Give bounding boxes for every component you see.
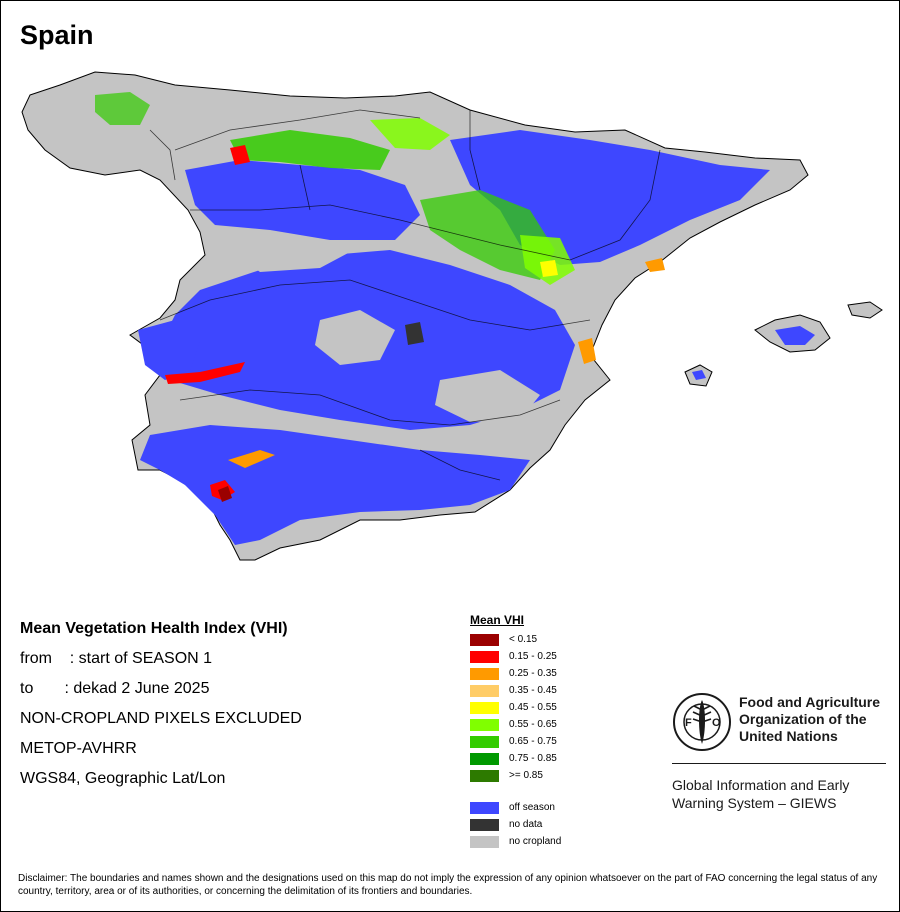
no-cropland-patch-1 [315, 310, 395, 365]
legend-label: off season [509, 802, 555, 813]
off-season-region-north-central [185, 160, 420, 240]
legend-swatch [470, 818, 499, 831]
disclaimer: Disclaimer: The boundaries and names sho… [18, 873, 878, 897]
legend-item: 0.75 - 0.85 [470, 750, 561, 767]
fao-logo: F O [673, 693, 731, 751]
legend-title: Mean VHI [470, 613, 525, 627]
fao-name-line2: Organization of the [739, 711, 867, 727]
legend-item: off season [470, 799, 561, 816]
giews-line2: Warning System – GIEWS [672, 795, 837, 811]
legend-label: no data [509, 819, 543, 830]
legend-item: 0.65 - 0.75 [470, 733, 561, 750]
legend-swatch [470, 633, 499, 646]
legend-item: >= 0.85 [470, 767, 561, 784]
legend-label: < 0.15 [509, 634, 538, 645]
fao-logo-letter-o: O [712, 717, 721, 729]
legend-swatch [470, 769, 499, 782]
giews-line1: Global Information and Early [672, 777, 850, 793]
fao-logo-letter-f: F [685, 717, 692, 729]
vhi-yellow-spot-1 [540, 260, 558, 277]
vhi-red-spot-2 [165, 362, 245, 384]
legend-label: no cropland [509, 836, 562, 847]
legend-swatch [470, 650, 499, 663]
legend-label: 0.65 - 0.75 [509, 736, 557, 747]
legend-swatch [470, 701, 499, 714]
legend-label: 0.15 - 0.25 [509, 651, 557, 662]
legend-item: 0.45 - 0.55 [470, 699, 561, 716]
fao-name: Food and Agriculture Organization of the… [739, 694, 900, 745]
vhi-orange-spot-3 [645, 258, 665, 272]
legend-swatch [470, 835, 499, 848]
legend-swatch [470, 752, 499, 765]
vhi-lightgreen-patch-ebro [520, 235, 575, 285]
vhi-green-patch-north [230, 130, 390, 170]
legend-swatch [470, 735, 499, 748]
vhi-orange-spot-1 [228, 450, 275, 468]
legend-item: no cropland [470, 833, 561, 850]
legend-extra-classes: off season no data no cropland [470, 799, 561, 850]
map-canvas [21, 71, 883, 561]
info-to: to : dekad 2 June 2025 [20, 680, 210, 697]
vhi-lightgreen-patch-north [370, 118, 450, 150]
legend-item: < 0.15 [470, 631, 561, 648]
info-from: from : start of SEASON 1 [20, 650, 213, 667]
legend-item: 0.55 - 0.65 [470, 716, 561, 733]
legend-label: 0.35 - 0.45 [509, 685, 557, 696]
vhi-orange-spot-2 [578, 338, 596, 364]
fao-name-line3: United Nations [739, 728, 838, 744]
info-exclusion-note: NON-CROPLAND PIXELS EXCLUDED [20, 710, 302, 727]
legend-swatch [470, 684, 499, 697]
legend-swatch [470, 718, 499, 731]
vhi-green-patch-ebro [420, 190, 555, 280]
legend-label: 0.55 - 0.65 [509, 719, 557, 730]
no-cropland-patch-2 [435, 370, 540, 422]
fao-divider [672, 763, 886, 764]
island-mallorca-offseason [775, 326, 815, 345]
map-info: Mean Vegetation Health Index (VHI) from … [20, 618, 302, 798]
info-heading: Mean Vegetation Health Index (VHI) [20, 620, 288, 637]
info-sensor: METOP-AVHRR [20, 740, 137, 757]
legend-label: 0.25 - 0.35 [509, 668, 557, 679]
island-menorca [847, 301, 883, 319]
giews-label: Global Information and Early Warning Sys… [672, 776, 892, 812]
off-season-region-south [140, 425, 530, 545]
no-data-spot-1 [405, 322, 424, 345]
no-cropland-patch-3 [230, 240, 350, 272]
legend-swatch [470, 801, 499, 814]
island-ibiza-offseason [692, 370, 706, 380]
legend: Mean VHI < 0.15 0.15 - 0.25 0.25 - 0.35 … [470, 613, 561, 850]
legend-item: no data [470, 816, 561, 833]
legend-label: >= 0.85 [509, 770, 543, 781]
legend-item: 0.15 - 0.25 [470, 648, 561, 665]
legend-label: 0.75 - 0.85 [509, 753, 557, 764]
vhi-red-spot-1 [230, 145, 250, 165]
info-projection: WGS84, Geographic Lat/Lon [20, 770, 226, 787]
fao-name-line1: Food and Agriculture [739, 694, 881, 710]
legend-item: 0.35 - 0.45 [470, 682, 561, 699]
off-season-region-west [138, 320, 200, 380]
legend-item: 0.25 - 0.35 [470, 665, 561, 682]
vhi-darkred-spot-1 [218, 486, 232, 502]
admin-boundaries [149, 109, 661, 481]
vhi-green-patch-galicia [95, 92, 150, 125]
legend-label: 0.45 - 0.55 [509, 702, 557, 713]
legend-swatch [470, 667, 499, 680]
legend-classes: < 0.15 0.15 - 0.25 0.25 - 0.35 0.35 - 0.… [470, 631, 561, 784]
map-title: Spain [20, 20, 94, 50]
